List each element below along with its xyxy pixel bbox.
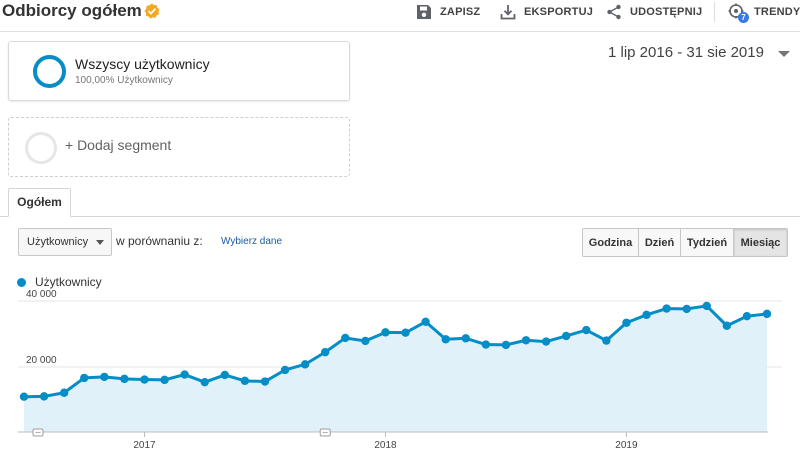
y-tick-label: 20 000 bbox=[26, 355, 57, 366]
data-point bbox=[100, 372, 109, 382]
data-point bbox=[19, 392, 29, 401]
data-point bbox=[260, 377, 270, 386]
granularity-toggle: Godzina Dzień Tydzień Miesiąc bbox=[582, 228, 788, 257]
segment-ring-icon bbox=[33, 55, 66, 88]
x-tick-label: 2019 bbox=[615, 440, 638, 451]
share-button[interactable]: UDOSTĘPNIJ bbox=[606, 3, 702, 21]
page-title: Odbiorcy ogółem bbox=[2, 1, 142, 20]
verified-badge-icon bbox=[144, 3, 160, 19]
save-button[interactable]: ZAPISZ bbox=[416, 3, 480, 21]
granularity-month-button[interactable]: Miesiąc bbox=[734, 229, 787, 256]
add-segment-label: + Dodaj segment bbox=[65, 137, 172, 153]
data-point bbox=[421, 317, 430, 326]
legend-dot bbox=[17, 278, 26, 287]
data-point bbox=[140, 375, 149, 384]
segment-name: Wszyscy użytkownicy bbox=[75, 56, 210, 72]
data-point bbox=[541, 337, 551, 346]
users-line-chart: 20 000 40 000 2017 2018 2019 bbox=[18, 290, 782, 451]
data-point bbox=[120, 374, 129, 384]
data-point bbox=[80, 373, 89, 383]
x-tick-label: 2017 bbox=[133, 440, 156, 451]
compare-label: w porównaniu z: bbox=[116, 234, 203, 248]
select-metric-link[interactable]: Wybierz dane bbox=[221, 236, 283, 247]
data-point bbox=[200, 377, 209, 387]
data-point bbox=[662, 304, 671, 313]
data-point bbox=[561, 331, 571, 341]
data-point bbox=[401, 328, 410, 337]
data-point bbox=[361, 336, 370, 346]
data-point bbox=[240, 376, 250, 386]
x-tick-label: 2018 bbox=[374, 440, 397, 451]
tab-bar-divider bbox=[0, 216, 800, 217]
insights-icon bbox=[728, 3, 744, 19]
series-area bbox=[24, 305, 767, 432]
data-point bbox=[481, 340, 491, 349]
y-tick-label: 40 000 bbox=[26, 290, 57, 300]
save-button-label: ZAPISZ bbox=[440, 6, 481, 18]
export-button[interactable]: EKSPORTUJ bbox=[500, 3, 593, 21]
granularity-hour-button[interactable]: Godzina bbox=[583, 229, 639, 256]
data-point bbox=[381, 328, 390, 337]
data-point bbox=[762, 309, 772, 319]
data-point bbox=[501, 340, 511, 350]
granularity-week-button[interactable]: Tydzień bbox=[681, 229, 734, 256]
save-icon bbox=[417, 5, 431, 19]
export-button-label: EKSPORTUJ bbox=[524, 6, 594, 18]
data-point bbox=[602, 336, 611, 345]
download-icon bbox=[500, 5, 516, 20]
add-segment-button[interactable]: + Dodaj segment bbox=[8, 117, 350, 177]
data-point bbox=[300, 360, 310, 369]
dropdown-caret-icon bbox=[96, 240, 104, 245]
trends-button-label: TRENDY bbox=[754, 6, 800, 18]
data-point bbox=[280, 365, 290, 375]
data-point bbox=[521, 336, 531, 345]
segment-subtitle: 100,00% Użytkownicy bbox=[75, 75, 173, 86]
toolbar-divider bbox=[714, 2, 715, 22]
data-point bbox=[341, 333, 350, 343]
data-point bbox=[742, 311, 752, 321]
share-icon bbox=[607, 4, 621, 20]
data-point bbox=[642, 310, 651, 320]
chevron-down-icon[interactable] bbox=[778, 51, 790, 57]
legend-label: Użytkownicy bbox=[35, 275, 102, 289]
trends-button[interactable]: TRENDY bbox=[728, 3, 800, 21]
share-button-label: UDOSTĘPNIJ bbox=[630, 6, 703, 18]
data-point bbox=[39, 392, 49, 401]
empty-segment-ring-icon bbox=[25, 132, 57, 164]
data-point bbox=[321, 347, 330, 357]
data-point bbox=[582, 325, 591, 335]
data-point bbox=[59, 388, 69, 397]
data-point bbox=[722, 321, 732, 330]
data-point bbox=[702, 301, 711, 311]
data-point bbox=[461, 334, 470, 343]
data-point bbox=[622, 318, 631, 327]
granularity-day-button[interactable]: Dzień bbox=[639, 229, 681, 256]
report-header: Odbiorcy ogółem ZAPISZ EKSPORTUJ UDOSTĘP… bbox=[0, 0, 800, 32]
data-point bbox=[682, 304, 691, 314]
data-point bbox=[441, 335, 450, 344]
segment-card-all-users[interactable]: Wszyscy użytkownicy 100,00% Użytkownicy bbox=[8, 41, 350, 101]
trends-count-badge: 7 bbox=[738, 12, 749, 23]
data-point bbox=[160, 375, 169, 385]
date-range-picker[interactable]: 1 lip 2016 - 31 sie 2019 bbox=[608, 44, 764, 61]
data-point bbox=[180, 370, 189, 379]
tab-overview[interactable]: Ogółem bbox=[8, 188, 71, 217]
data-point bbox=[220, 370, 230, 380]
